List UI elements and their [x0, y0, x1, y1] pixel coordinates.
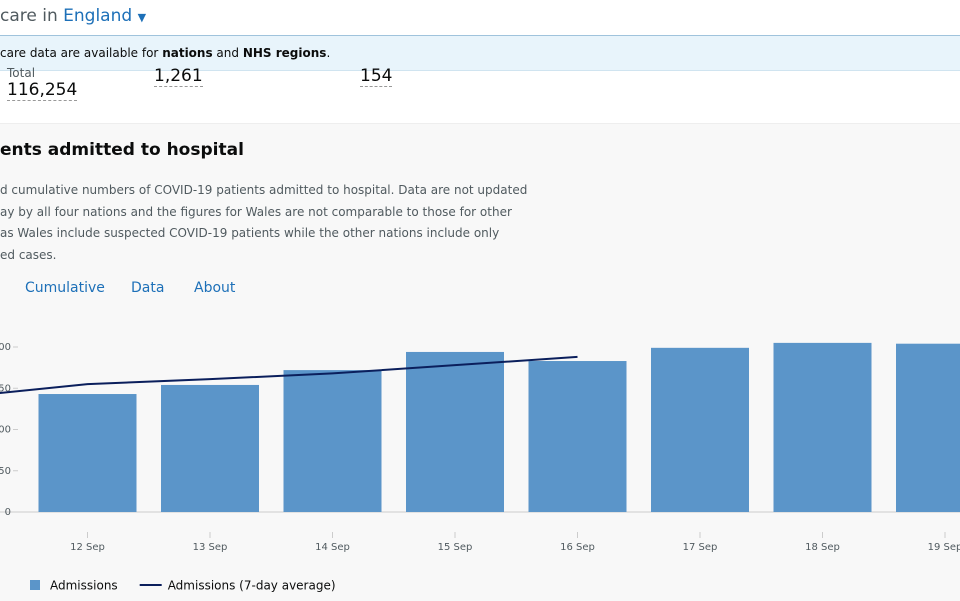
y-tick-label: 00 [0, 425, 11, 436]
banner-text: . [326, 46, 331, 60]
stat-label: Total [7, 66, 36, 80]
header-prefix: care in [0, 6, 58, 26]
stat: 1,261 [154, 66, 203, 87]
card-description: d cumulative numbers of COVID-19 patient… [0, 180, 527, 266]
desc-line: d cumulative numbers of COVID-19 patient… [0, 183, 528, 197]
header: care in England ▼ [0, 0, 960, 35]
x-tick-label: 17 Sep [683, 542, 718, 553]
desc-line: ay by all four nations and the figures f… [0, 204, 512, 219]
bar [406, 351, 504, 512]
x-tick-label: 19 Sep [928, 542, 960, 553]
x-tick-label: 14 Sep [315, 542, 350, 553]
tab[interactable]: About [194, 280, 236, 296]
banner-text: and [212, 46, 243, 60]
bar [528, 361, 627, 512]
x-tick-label: 15 Sep [438, 542, 473, 553]
info-banner: care data are available for nations and … [0, 35, 960, 71]
x-tick-label: 13 Sep [193, 542, 228, 553]
bar [651, 347, 749, 512]
stat-value[interactable]: 116,254 [7, 80, 78, 101]
legend-swatch [30, 580, 40, 590]
stat-value[interactable]: 154 [360, 66, 393, 87]
legend-label: Admissions [50, 579, 118, 593]
y-tick-label: 0 [5, 507, 11, 518]
desc-line: as Wales include suspected COVID-19 pati… [0, 226, 500, 240]
legend-label: Admissions (7-day average) [168, 579, 336, 593]
caret[interactable]: ▼ [137, 11, 147, 24]
banner-bold: NHS regions [242, 46, 327, 60]
tab[interactable]: Cumulative [25, 280, 105, 296]
line [0, 355, 578, 394]
x-tick-label: 12 Sep [70, 542, 105, 553]
bar [773, 342, 872, 512]
y-tick-label: 50 [0, 383, 11, 394]
stat: Total 116,254 [7, 66, 78, 101]
bar [283, 370, 382, 512]
desc-line: ed cases. [0, 247, 57, 262]
bar [38, 394, 137, 512]
x-tick-label: 18 Sep [805, 542, 840, 553]
stat-value[interactable]: 1,261 [154, 66, 203, 87]
y-tick-label: 50 [0, 466, 11, 477]
y-tick-label: 00 [0, 342, 11, 353]
banner-bold: nations [162, 46, 213, 60]
tab[interactable]: Data [131, 280, 165, 296]
x-tick-label: 16 Sep [560, 542, 595, 553]
bar [161, 384, 259, 512]
bar [896, 343, 960, 512]
area-selector[interactable]: England [63, 6, 133, 26]
stat: 154 [360, 66, 393, 87]
banner-text: care data are available for [0, 46, 163, 60]
card-title: ents admitted to hospital [0, 140, 244, 160]
